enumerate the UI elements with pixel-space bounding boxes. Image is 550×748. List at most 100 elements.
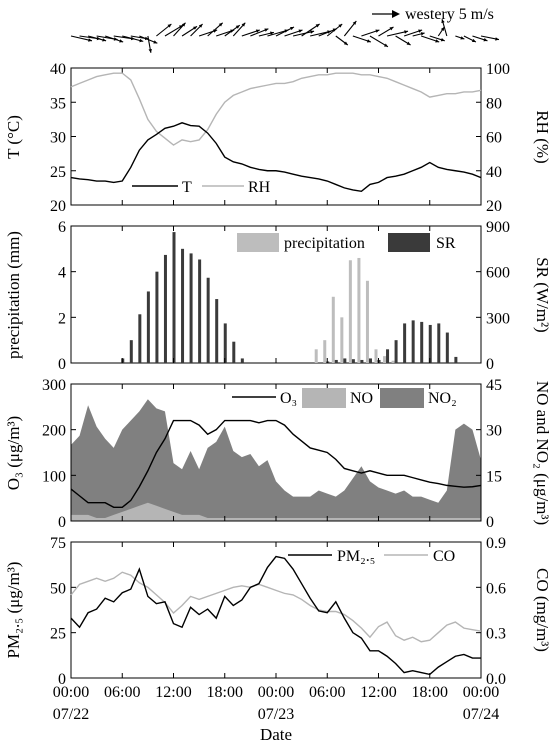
x-tick-label: 12:00 — [155, 684, 191, 701]
wind-arrowhead — [119, 39, 124, 43]
wind-arrowhead — [198, 24, 203, 28]
legend-label-co: CO — [433, 548, 455, 565]
axis-ticks-1: 20 25 30 35 40 20 40 60 80 100 — [50, 61, 510, 215]
wind-arrowhead — [440, 27, 445, 31]
bar-sr — [403, 323, 407, 363]
legend-label-no2: NO₂ — [428, 390, 457, 407]
bar-precipitation — [331, 296, 335, 363]
wind-legend-arrowhead — [392, 10, 400, 18]
legend-swatch-precipitation — [237, 233, 279, 252]
bar-precipitation — [340, 317, 344, 363]
wind-arrowhead — [102, 38, 107, 42]
wind-arrowhead — [310, 30, 315, 34]
legend-swatch-sr — [388, 233, 430, 252]
y-tick-label: 6 — [58, 219, 66, 236]
y2-tick-label: 45 — [486, 377, 502, 394]
x-date-label: 07/22 — [53, 706, 89, 723]
y-axis-label-pm25: PM₂.₅ (μg/m³) — [4, 562, 23, 659]
y-tick-label: 0 — [58, 514, 66, 531]
bar-sr — [189, 253, 193, 363]
bar-precipitation — [391, 360, 395, 363]
x-tick-label: 06:00 — [104, 684, 140, 701]
series-line-co — [70, 571, 482, 643]
y2-tick-label: 0.3 — [486, 626, 506, 643]
bar-sr — [351, 359, 355, 363]
legend-label-pm25: PM₂.₅ — [337, 548, 375, 565]
y2-tick-label: 0.9 — [486, 535, 506, 552]
wind-arrowhead — [181, 22, 186, 27]
bar-precipitation — [314, 349, 318, 363]
wind-vector-panel: westery 5 m/s — [70, 6, 500, 53]
wind-arrowhead — [88, 38, 92, 42]
wind-arrowhead — [404, 30, 409, 34]
bar-sr — [232, 341, 236, 363]
y-tick-label: 30 — [50, 130, 66, 147]
wind-arrowhead — [441, 19, 445, 24]
wind-arrowhead — [383, 43, 388, 47]
wind-arrowhead — [270, 31, 274, 35]
legend-label-sr: SR — [436, 235, 456, 252]
x-tick-label: 12:00 — [360, 684, 396, 701]
wind-arrowhead — [338, 24, 343, 28]
y2-tick-label: 900 — [486, 219, 510, 236]
wind-arrowhead — [389, 27, 394, 31]
o3-no-no2-panel: 0 100 200 300 0 15 30 45 O₃ NO NO₂ O₃ (μg/m³) N… — [4, 377, 550, 531]
wind-arrowhead — [406, 41, 411, 45]
series-line-rh — [70, 72, 482, 146]
bar-sr — [198, 259, 202, 363]
y2-tick-label: 15 — [486, 468, 502, 485]
wind-arrow — [122, 35, 144, 42]
bar-sr — [181, 248, 185, 363]
x-axis: 00:00 06:00 12:00 18:00 00:00 06:00 12:00 18:00… — [53, 684, 499, 723]
y-tick-label: 4 — [58, 265, 66, 282]
wind-arrowhead — [495, 37, 499, 41]
y-axis-label-precipitation: precipitation (mm) — [4, 231, 23, 359]
wind-arrowhead — [290, 27, 294, 31]
x-date-label: 07/24 — [463, 706, 499, 723]
x-tick-label: 00:00 — [53, 684, 89, 701]
legend-2: precipitation SR — [237, 233, 456, 252]
legend-1: T RH — [132, 179, 271, 196]
y-tick-label: 300 — [42, 377, 66, 394]
bar-precipitation — [348, 260, 352, 363]
wind-arrowhead — [218, 22, 223, 27]
y2-axis-label-co: CO (mg/m³) — [533, 568, 550, 652]
plot-frame-4 — [70, 541, 482, 679]
bar-sr — [138, 314, 142, 363]
bar-sr — [454, 356, 458, 363]
series-line-o3 — [70, 419, 482, 508]
wind-arrowhead — [264, 28, 269, 32]
wind-arrowhead — [315, 24, 320, 28]
bar-sr — [386, 349, 390, 363]
wind-arrowhead — [418, 29, 423, 33]
y2-axis-label-no-no2: NO and NO₂ (μg/m³) — [533, 381, 550, 525]
wind-arrowhead — [366, 39, 371, 43]
y2-tick-label: 0.0 — [486, 671, 506, 688]
bar-sr — [368, 358, 372, 363]
x-tick-label: 18:00 — [207, 684, 243, 701]
legend-label-precipitation: precipitation — [284, 235, 365, 252]
legend-label-o3: O₃ — [280, 390, 297, 407]
y-tick-label: 20 — [50, 198, 66, 215]
wind-arrowhead — [235, 25, 240, 29]
bar-sr — [428, 324, 432, 363]
y-axis-label-t: T (°C) — [4, 115, 23, 159]
precipitation-sr-panel: 0 2 4 6 0 300 600 900 precipitation SR precipit… — [4, 219, 550, 373]
y-axis-label-o3: O₃ (μg/m³) — [4, 416, 23, 490]
bar-sr — [215, 299, 219, 363]
y-tick-label: 2 — [58, 310, 66, 327]
legend-swatch-no2 — [380, 388, 424, 408]
series-area-no2 — [71, 399, 481, 521]
legend-label-no: NO — [350, 390, 373, 407]
legend-label-t: T — [182, 179, 192, 196]
y2-axis-label-rh: RH (%) — [533, 110, 550, 163]
wind-arrowhead — [241, 22, 246, 27]
bar-sr — [411, 320, 415, 363]
wind-arrowhead — [435, 39, 440, 43]
bar-sr — [394, 340, 398, 363]
bar-precipitation — [323, 340, 327, 363]
bar-precipitation — [365, 280, 369, 363]
bar-sr — [343, 358, 347, 363]
y-tick-label: 25 — [50, 164, 66, 181]
